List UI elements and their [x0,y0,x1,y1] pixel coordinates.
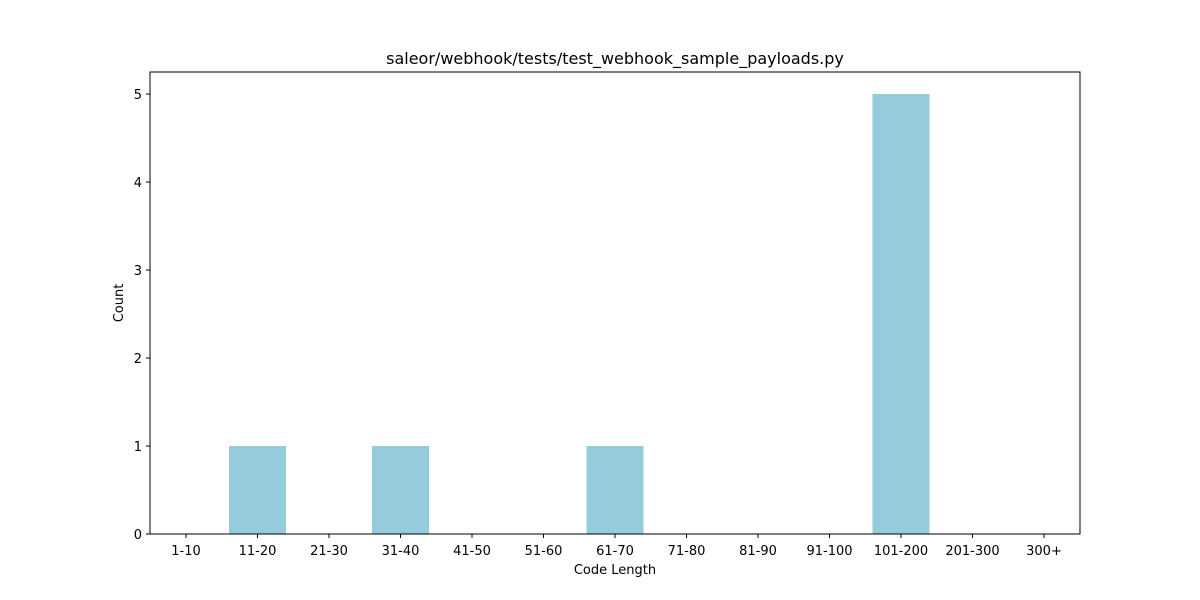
x-tick-label: 91-100 [806,544,852,559]
x-tick-label: 11-20 [239,544,277,559]
bar-11-20 [229,446,286,534]
x-tick-label: 61-70 [596,544,634,559]
bar-101-200 [872,94,930,534]
x-tick-label: 300+ [1026,544,1062,559]
x-tick-label: 51-60 [525,544,563,559]
x-tick-label: 101-200 [874,544,928,559]
x-tick-label: 21-30 [310,544,348,559]
bar-31-40 [372,446,429,534]
x-tick-label: 31-40 [382,544,420,559]
x-tick-label: 41-50 [453,544,491,559]
x-axis-label: Code Length [574,563,656,578]
y-tick-label: 1 [134,440,142,455]
y-tick-label: 2 [134,352,142,367]
x-tick-label: 81-90 [739,544,777,559]
chart-title: saleor/webhook/tests/test_webhook_sample… [386,49,844,69]
y-tick-label: 0 [134,528,142,543]
bars-group [229,94,930,534]
x-tick-label: 71-80 [668,544,706,559]
bar-61-70 [586,446,644,534]
y-axis: 0 1 2 3 4 5 [134,88,150,543]
y-tick-label: 4 [134,176,142,191]
y-tick-label: 5 [134,88,142,103]
x-tick-label: 201-300 [945,544,999,559]
x-axis: 1-10 11-20 21-30 31-40 41-50 51-60 61-70 71-80 8… [171,534,1062,559]
x-tick-label: 1-10 [171,544,201,559]
y-tick-label: 3 [134,264,142,279]
y-axis-label: Count [112,284,127,323]
